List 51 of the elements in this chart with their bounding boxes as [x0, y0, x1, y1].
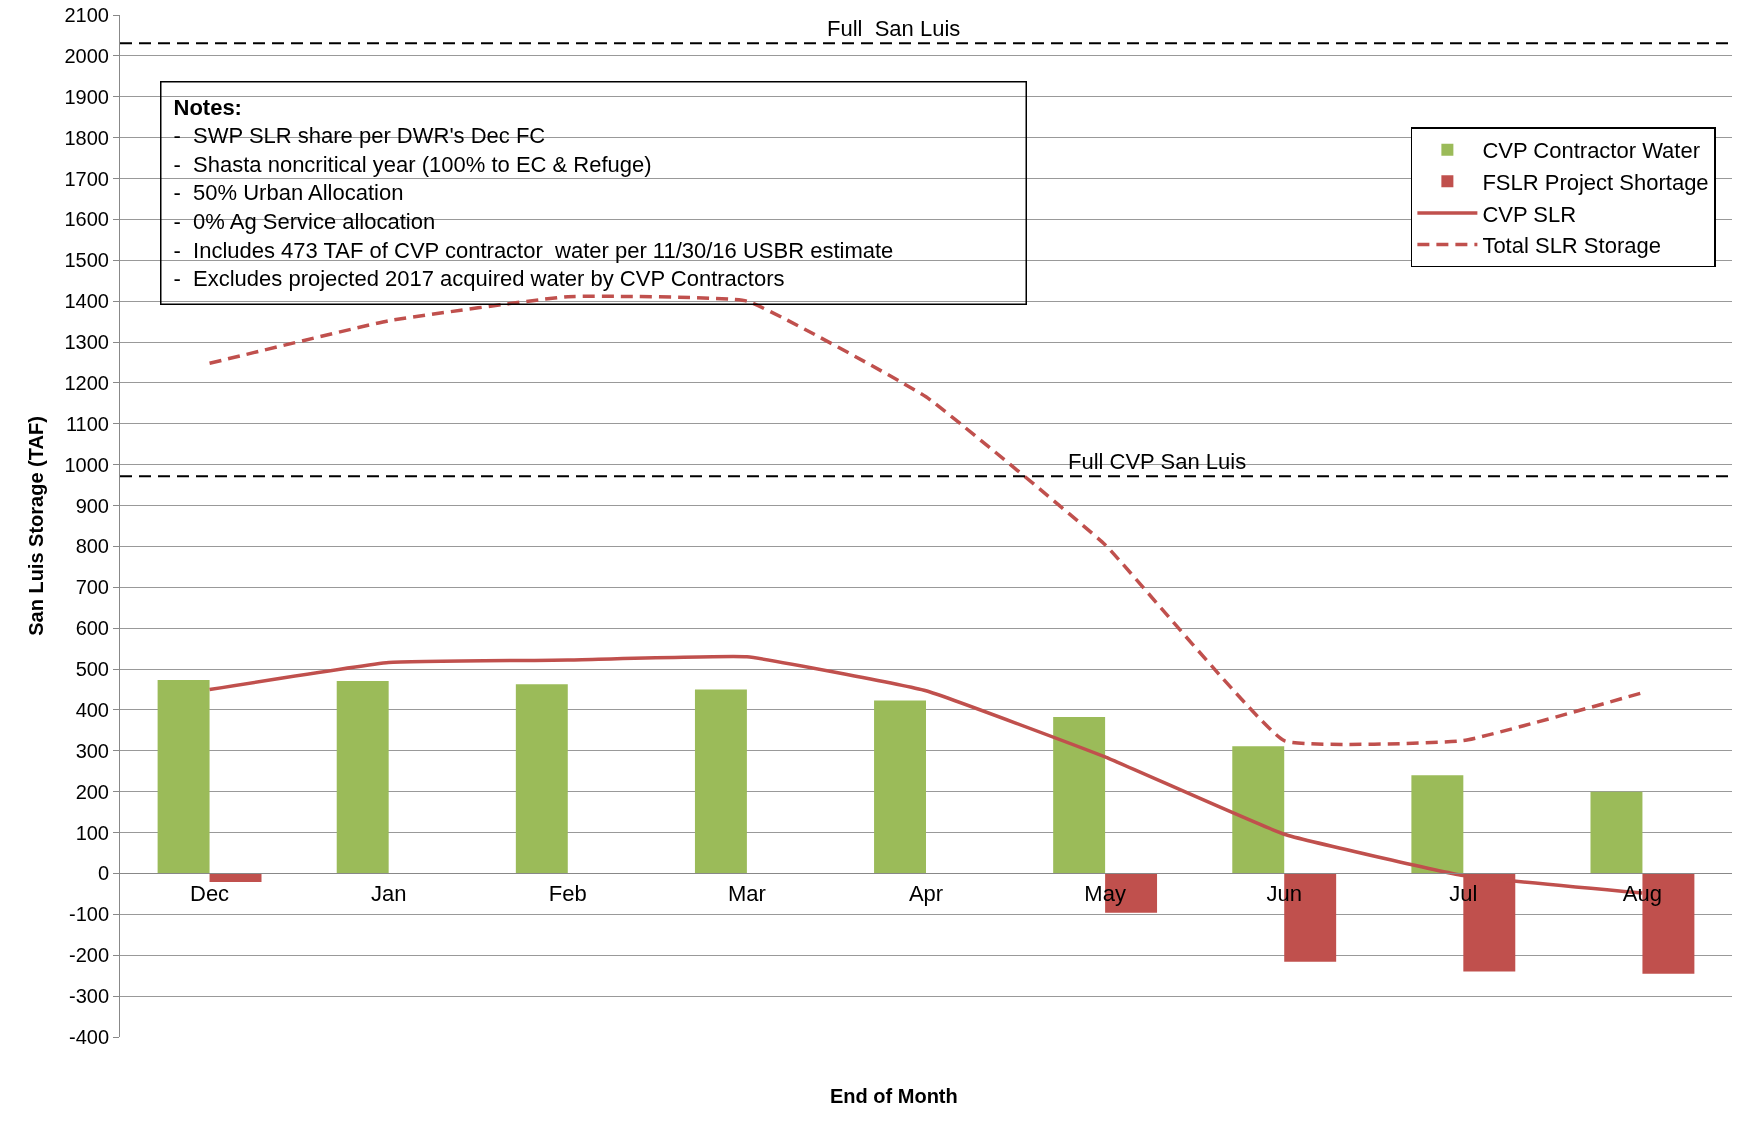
y-tick-label: 600: [75, 617, 109, 640]
bar: [694, 689, 747, 874]
y-tick-label: 300: [75, 739, 109, 762]
y-tick-label: -300: [68, 985, 109, 1008]
x-tick-label: Dec: [190, 880, 230, 906]
bar: [1232, 746, 1285, 874]
bar: [157, 680, 210, 874]
y-tick-label: 1500: [64, 249, 109, 272]
bar: [1053, 716, 1106, 874]
x-axis-title: End of Month: [830, 1085, 958, 1107]
y-tick-label: 1300: [64, 331, 109, 354]
y-tick-label: 1400: [64, 290, 109, 313]
bar: [1590, 791, 1643, 874]
legend-label: Total SLR Storage: [1482, 233, 1661, 259]
y-tick-label: 0: [97, 862, 109, 885]
legend-label: CVP SLR: [1482, 201, 1577, 227]
y-tick-label: 900: [75, 494, 109, 517]
bar: [874, 700, 926, 874]
y-tick-label: 100: [75, 821, 109, 844]
y-tick-label: 800: [75, 535, 109, 558]
y-tick-label: 1900: [64, 85, 109, 108]
y-tick-label: -200: [68, 944, 109, 967]
y-tick-label: 2100: [64, 4, 109, 26]
x-tick-label: Mar: [727, 880, 766, 906]
x-tick-label: Jan: [370, 880, 407, 906]
x-tick-label: Apr: [908, 880, 944, 906]
y-tick-label: 2000: [64, 44, 109, 67]
y-tick-label: -100: [68, 903, 109, 926]
y-tick-label: 1100: [65, 412, 109, 435]
bar: [515, 684, 568, 874]
y-tick-label: -400: [68, 1026, 109, 1048]
annotation: Notes: - SWP SLR share per DWR's Dec FC - Shasta noncritical year (100% to EC & Refuge) - 50% Urban Allocation - 0% Ag Service allocation - Includes 473 TAF of CVP contractor water per 11/30/16 USBR estimate - Excludes projected 2017 acquired water by CVP Contractors: [173, 94, 894, 292]
y-tick-label: 1000: [64, 453, 109, 476]
y-tick-label: 200: [75, 780, 109, 803]
ref-line-label: Full San Luis: [827, 16, 961, 41]
legend-label: CVP Contractor Water: [1482, 138, 1701, 164]
y-tick-label: 400: [75, 698, 109, 721]
ref-line-label: Full CVP San Luis: [1068, 449, 1247, 474]
y-tick-label: 1200: [64, 371, 109, 394]
x-tick-label: Jun: [1266, 880, 1302, 906]
y-tick-label: 1800: [64, 126, 109, 149]
y-tick-label: 1600: [64, 208, 109, 231]
legend-label: FSLR Project Shortage: [1482, 169, 1709, 195]
y-tick-label: 700: [75, 576, 109, 599]
y-axis-title: San Luis Storage (TAF): [25, 416, 47, 636]
y-tick-label: 500: [75, 658, 109, 681]
bar: [336, 680, 389, 874]
x-tick-label: Aug: [1622, 880, 1663, 906]
bar: [1411, 775, 1464, 874]
x-tick-label: Feb: [548, 880, 587, 906]
y-tick-label: 1700: [64, 167, 109, 190]
